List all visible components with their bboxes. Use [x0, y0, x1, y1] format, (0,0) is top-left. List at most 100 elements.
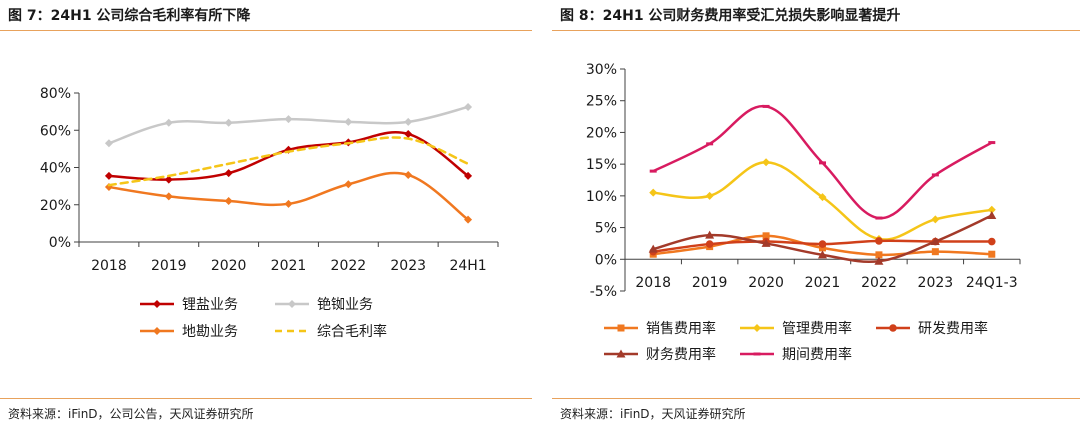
plot-area: [104, 102, 473, 224]
data-point: [649, 169, 657, 173]
axes: -5% 0% 5% 10% 15% 20% 25% 30% 2018 2019 2020 2021 20…: [586, 62, 1021, 300]
figure-title: 图 7：24H1 公司综合毛利率有所下降: [8, 8, 251, 24]
chart-panel-left: 图 7：24H1 公司综合毛利率有所下降 0% 20% 40% 60% 80% 2018 2…: [0, 0, 532, 427]
data-point: [931, 215, 940, 224]
x-tick-label: 2018: [91, 258, 127, 274]
legend-item: 期间费用率: [740, 346, 852, 363]
legend-label: 铯铷业务: [317, 297, 373, 313]
series-line: [107, 136, 470, 187]
data-point: [818, 193, 827, 202]
data-point: [164, 175, 173, 184]
y-tick-label: 15%: [586, 157, 617, 173]
data-point: [988, 250, 996, 258]
chart-panel-right: 图 8：24H1 公司财务费用率受汇兑损失影响显著提升 -5% 0% 5% 10% 15…: [552, 0, 1080, 427]
x-tick-label: 2019: [692, 275, 728, 291]
y-tick-label: 40%: [40, 161, 71, 177]
source-divider: [0, 398, 532, 399]
x-tick-label: 2023: [918, 275, 954, 291]
legend-marker: [153, 300, 161, 308]
title-divider: [0, 30, 532, 31]
data-point: [648, 244, 658, 253]
data-point: [987, 205, 996, 214]
series: [649, 104, 996, 220]
legend-label: 财务费用率: [646, 346, 716, 363]
legend-label: 销售费用率: [646, 320, 716, 337]
figure-title: 图 8：24H1 公司财务费用率受汇兑损失影响显著提升: [560, 8, 901, 24]
y-tick-label: 0%: [595, 252, 617, 268]
data-point: [404, 170, 413, 179]
x-tick-label: 2021: [805, 275, 841, 291]
legend-marker: [153, 327, 161, 335]
legend-item: 锂盐业务: [140, 297, 238, 313]
y-tick-label: 0%: [49, 235, 71, 251]
legend-label: 综合毛利率: [317, 323, 387, 340]
series-line: [107, 105, 470, 145]
data-point: [224, 118, 233, 127]
legend-item: 管理费用率: [740, 320, 852, 337]
title-divider: [552, 30, 1080, 31]
data-point: [987, 211, 997, 220]
legend-marker: [753, 324, 761, 332]
legend-item: 铯铷业务: [275, 297, 373, 313]
gross-margin-chart: 0% 20% 40% 60% 80% 2018 2019 2020 2021 2022 2023 24…: [40, 86, 499, 340]
x-tick-label: 2020: [211, 258, 247, 274]
data-point: [761, 238, 771, 247]
legend-label: 研发费用率: [918, 320, 988, 337]
series-line: [107, 131, 470, 181]
legend-item: 销售费用率: [604, 320, 716, 337]
legend-item: 地勘业务: [140, 324, 238, 340]
data-point: [875, 251, 883, 259]
series: [104, 170, 473, 224]
legend-label: 地勘业务: [182, 324, 238, 340]
y-tick-label: 20%: [586, 125, 617, 141]
data-point: [164, 192, 173, 201]
series: [104, 129, 473, 184]
expense-ratio-chart: -5% 0% 5% 10% 15% 20% 25% 30% 2018 2019 2020 2021 20…: [586, 62, 1021, 363]
data-point: [104, 139, 113, 148]
x-tick-label: 2022: [331, 258, 367, 274]
data-point: [649, 188, 658, 197]
x-tick-label: 2018: [635, 275, 671, 291]
data-point: [705, 230, 715, 239]
data-point: [819, 161, 826, 165]
data-point: [104, 171, 113, 180]
y-tick-label: 20%: [40, 198, 71, 214]
y-tick-label: 25%: [586, 94, 617, 110]
legend-item: 综合毛利率: [275, 323, 387, 340]
y-tick-label: 60%: [40, 123, 71, 139]
x-tick-label: 2020: [748, 275, 784, 291]
legend-marker: [288, 300, 296, 308]
legend-label: 期间费用率: [782, 346, 852, 363]
data-point: [818, 250, 827, 259]
x-tick-label: 2019: [151, 258, 187, 274]
series: [648, 211, 997, 265]
data-point: [404, 117, 413, 126]
data-point: [464, 171, 473, 180]
legend-label: 管理费用率: [782, 320, 852, 337]
x-tick-label: 2021: [271, 258, 307, 274]
data-point: [344, 180, 353, 189]
data-point: [931, 173, 939, 177]
x-tick-label: 24H1: [449, 258, 486, 274]
legend-marker: [616, 349, 626, 358]
data-point: [224, 169, 233, 178]
data-point: [404, 129, 413, 138]
legend-marker: [889, 324, 897, 332]
data-point: [284, 199, 293, 208]
series: [107, 136, 470, 187]
x-tick-label: 24Q1-3: [966, 275, 1018, 291]
data-point: [706, 142, 714, 146]
data-point: [988, 141, 996, 145]
y-tick-label: 30%: [586, 62, 617, 78]
data-point: [818, 240, 827, 248]
legend-marker: [753, 352, 761, 356]
data-point: [705, 191, 714, 200]
data-point: [987, 237, 996, 246]
source-note: 资料来源：iFinD，公司公告，天风证券研究所: [8, 407, 254, 421]
series: [104, 102, 473, 148]
data-point: [344, 117, 353, 126]
plot-area: [648, 104, 997, 265]
source-note: 资料来源：iFinD，天风证券研究所: [560, 407, 746, 421]
data-point: [164, 118, 173, 127]
